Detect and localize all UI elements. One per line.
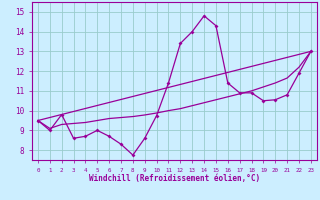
X-axis label: Windchill (Refroidissement éolien,°C): Windchill (Refroidissement éolien,°C) [89, 174, 260, 183]
